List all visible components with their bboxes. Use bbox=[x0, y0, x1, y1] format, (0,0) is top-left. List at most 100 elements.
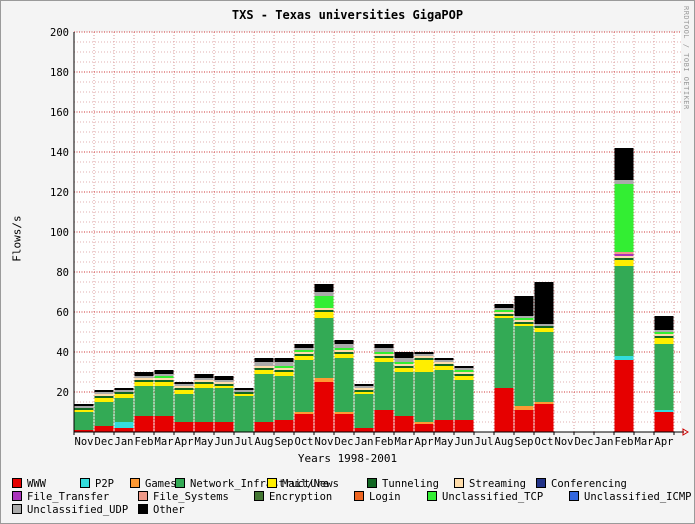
bar-segment bbox=[654, 336, 674, 338]
bar-segment bbox=[454, 374, 474, 376]
x-tick-label: Mar bbox=[155, 436, 174, 448]
bar-segment bbox=[134, 378, 154, 380]
bar-segment bbox=[314, 318, 334, 378]
bar-segment bbox=[334, 340, 354, 344]
bar-segment bbox=[94, 398, 114, 402]
bar-segment bbox=[134, 372, 154, 376]
bar-segment bbox=[314, 296, 334, 308]
rrdtool-watermark: RRDTOOL / TOBI OETIKER bbox=[682, 6, 690, 110]
legend-item: Mail/News bbox=[267, 478, 339, 490]
legend-swatch bbox=[536, 478, 546, 488]
legend-item: Other bbox=[138, 504, 185, 516]
bar-segment bbox=[494, 318, 514, 388]
bar-segment bbox=[154, 386, 174, 416]
legend-item: Tunneling bbox=[367, 478, 439, 490]
legend-item: Unclassified_ICMP bbox=[569, 491, 691, 503]
bar-segment bbox=[534, 332, 554, 402]
legend-row: File_Transfer File_Systems Encryption Login… bbox=[12, 491, 692, 504]
bar-segment bbox=[114, 422, 134, 428]
x-tick-label: Jan bbox=[115, 436, 134, 448]
bar-segment bbox=[454, 376, 474, 380]
legend-item: Unclassified_TCP bbox=[427, 491, 543, 503]
bar-segment bbox=[194, 378, 214, 380]
legend-swatch bbox=[175, 478, 185, 488]
bar-segment bbox=[334, 358, 354, 412]
bar-segment bbox=[314, 292, 334, 296]
bar-segment bbox=[454, 372, 474, 374]
bar-segment bbox=[494, 310, 514, 312]
bar-segment bbox=[174, 422, 194, 432]
legend-label: File_Transfer bbox=[27, 491, 110, 503]
bar-segment bbox=[374, 348, 394, 352]
bar-segment bbox=[274, 362, 294, 366]
bar-segment bbox=[214, 422, 234, 432]
x-axis-label: Years 1998-2001 bbox=[297, 452, 398, 465]
bar-segment bbox=[534, 324, 554, 326]
legend-item: File_Systems bbox=[138, 491, 229, 503]
legend-swatch bbox=[454, 478, 464, 488]
x-tick-label: Nov bbox=[315, 436, 334, 448]
bar-segment bbox=[274, 420, 294, 432]
bar-segment bbox=[214, 384, 234, 386]
x-tick-label: Sep bbox=[515, 436, 534, 448]
bar-segment bbox=[354, 384, 374, 386]
bar-segment bbox=[94, 426, 114, 432]
bar-segment bbox=[374, 410, 394, 432]
bar-segment bbox=[254, 362, 274, 366]
legend-swatch bbox=[354, 491, 364, 501]
bar-segment bbox=[274, 368, 294, 370]
bar-segment bbox=[254, 366, 274, 368]
x-tick-label: Oct bbox=[295, 436, 314, 448]
bar-segment bbox=[134, 382, 154, 386]
bar-segment bbox=[494, 314, 514, 316]
legend-swatch bbox=[367, 478, 377, 488]
bar-segment bbox=[294, 344, 314, 348]
bar-segment bbox=[434, 364, 454, 366]
y-tick-label: 20 bbox=[56, 387, 69, 399]
bar-segment bbox=[194, 388, 214, 422]
bar-segment bbox=[254, 374, 274, 422]
bar-segment bbox=[374, 358, 394, 362]
bar-segment bbox=[94, 390, 114, 392]
bar-segment bbox=[234, 392, 254, 394]
x-tick-label: Feb bbox=[615, 436, 634, 448]
x-tick-label: Feb bbox=[135, 436, 154, 448]
bar-segment bbox=[434, 358, 454, 360]
x-tick-label: Apr bbox=[415, 436, 434, 448]
bar-segment bbox=[154, 376, 174, 378]
bar-segment bbox=[354, 392, 374, 394]
bar-segment bbox=[654, 316, 674, 330]
bar-segment bbox=[134, 416, 154, 432]
bar-segment bbox=[514, 410, 534, 432]
bar-segment bbox=[534, 282, 554, 324]
bar-segment bbox=[394, 372, 414, 416]
legend-item: P2P bbox=[80, 478, 114, 490]
bar-segment bbox=[514, 406, 534, 410]
legend-swatch bbox=[12, 491, 22, 501]
bar-segment bbox=[494, 312, 514, 314]
x-tick-label: Mar bbox=[395, 436, 414, 448]
bar-segment bbox=[654, 330, 674, 332]
bar-segment bbox=[414, 358, 434, 360]
legend-label: Login bbox=[369, 491, 401, 503]
bar-segment bbox=[214, 376, 234, 380]
bar-segment bbox=[514, 316, 534, 318]
bar-segment bbox=[234, 390, 254, 392]
bar-segment bbox=[394, 366, 414, 368]
x-tick-label: Mar bbox=[635, 436, 654, 448]
legend-label: File_Systems bbox=[153, 491, 229, 503]
bar-segment bbox=[254, 422, 274, 432]
bar-segment bbox=[614, 356, 634, 360]
bar-segment bbox=[654, 332, 674, 334]
bar-segment bbox=[274, 376, 294, 420]
bar-segment bbox=[414, 352, 434, 354]
x-tick-label: Dec bbox=[575, 436, 594, 448]
bar-segment bbox=[514, 296, 534, 316]
bar-segment bbox=[614, 252, 634, 254]
legend-swatch bbox=[569, 491, 579, 501]
bar-segment bbox=[74, 430, 94, 432]
bar-segment bbox=[654, 334, 674, 336]
bar-segment bbox=[414, 422, 434, 424]
bar-segment bbox=[294, 356, 314, 360]
legend-item: Login bbox=[354, 491, 401, 503]
